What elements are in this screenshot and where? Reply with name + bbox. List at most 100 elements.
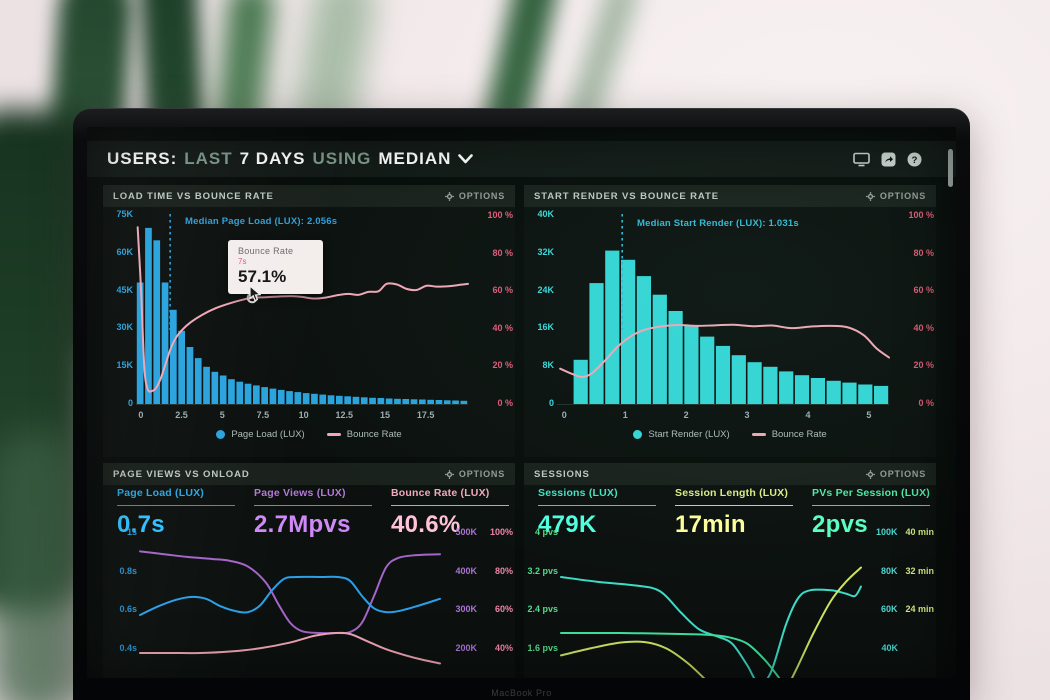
page-title[interactable]: USERS: LAST 7 DAYS USING MEDIAN xyxy=(107,149,474,169)
title-users: USERS: xyxy=(107,149,178,168)
histogram-bar[interactable] xyxy=(874,385,889,404)
options-button[interactable]: OPTIONS xyxy=(444,469,505,479)
histogram-bar[interactable] xyxy=(178,330,185,404)
histogram-bar[interactable] xyxy=(435,400,443,404)
metric-sessions: Sessions (LUX) 479K xyxy=(538,487,664,539)
histogram-bar[interactable] xyxy=(779,371,794,404)
histogram-bar[interactable] xyxy=(360,397,368,404)
histogram-bar[interactable] xyxy=(170,309,177,404)
histogram-bar[interactable] xyxy=(277,389,285,404)
histogram-bar[interactable] xyxy=(427,399,434,404)
histogram-bar[interactable] xyxy=(344,396,351,404)
legend-item: Bounce Rate xyxy=(326,429,402,440)
metric-label: PVs Per Session (LUX) xyxy=(812,487,930,499)
histogram-bar[interactable] xyxy=(319,394,327,404)
legend-label: Start Render (LUX) xyxy=(648,429,730,440)
histogram-bar[interactable] xyxy=(369,397,376,404)
histogram-bar[interactable] xyxy=(700,336,715,404)
panel-title: SESSIONS xyxy=(534,468,590,480)
axis-tick-label: 60 % xyxy=(913,285,934,296)
histogram-bar[interactable] xyxy=(302,393,310,404)
share-icon[interactable] xyxy=(881,152,896,167)
histogram-bar[interactable] xyxy=(826,380,841,405)
histogram-bar[interactable] xyxy=(244,383,252,404)
histogram-bar[interactable] xyxy=(715,345,731,404)
histogram-bar[interactable] xyxy=(269,388,277,404)
x-axis: 0 1 2 3 4 5 xyxy=(524,409,936,421)
histogram-bar[interactable] xyxy=(385,398,393,405)
legend-label: Page Load (LUX) xyxy=(231,429,305,440)
median-annotation: Median Start Render (LUX): 1.031s xyxy=(637,218,799,229)
histogram-bar[interactable] xyxy=(668,311,683,404)
histogram-bar[interactable] xyxy=(377,398,385,404)
histogram-bar[interactable] xyxy=(145,227,152,404)
histogram-bar[interactable] xyxy=(311,393,318,404)
axis-tick-label: 16K xyxy=(537,322,554,333)
axis-tick-label: 40K xyxy=(881,642,898,653)
series-line-bounce-rate xyxy=(139,631,441,665)
histogram-bar[interactable] xyxy=(858,384,873,405)
histogram-bar[interactable] xyxy=(443,400,451,404)
histogram-bar[interactable] xyxy=(763,366,778,404)
series-line-page-load xyxy=(139,575,441,616)
histogram-bar[interactable] xyxy=(286,391,293,404)
axis-tick-row: 300K 60% xyxy=(441,604,513,614)
histogram-bar[interactable] xyxy=(573,359,588,404)
axis-tick-label: 100K xyxy=(875,527,898,537)
histogram-bar[interactable] xyxy=(621,259,636,404)
axis-tick-label: 30K xyxy=(116,322,133,333)
histogram-bar[interactable] xyxy=(186,347,194,404)
histogram-bar[interactable] xyxy=(605,250,620,404)
options-button[interactable]: OPTIONS xyxy=(865,191,926,201)
histogram-bar[interactable] xyxy=(228,379,235,404)
histogram-bar[interactable] xyxy=(794,375,810,404)
histogram-bar[interactable] xyxy=(261,387,268,404)
histogram-bar[interactable] xyxy=(684,325,699,404)
metric-label: Sessions (LUX) xyxy=(538,487,618,499)
options-button[interactable]: OPTIONS xyxy=(444,191,505,201)
histogram-bar[interactable] xyxy=(236,381,244,404)
histogram-bar[interactable] xyxy=(410,399,418,404)
axis-tick-label: 32 min xyxy=(905,565,934,576)
chevron-down-icon[interactable] xyxy=(458,154,474,164)
histogram-bar[interactable] xyxy=(153,240,161,404)
histogram-bar[interactable] xyxy=(810,378,825,404)
histogram-bar[interactable] xyxy=(402,399,410,404)
histogram-bar[interactable] xyxy=(452,400,459,405)
metric-label: Page Load (LUX) xyxy=(117,487,205,499)
axis-tick-label: 1.6 pvs xyxy=(527,642,558,653)
histogram-bar[interactable] xyxy=(253,385,260,404)
axis-tick-label: 8K xyxy=(542,360,554,371)
histogram-bar[interactable] xyxy=(194,358,202,404)
axis-tick-label: 45K xyxy=(116,284,133,295)
histogram-bar[interactable] xyxy=(136,282,144,405)
histogram-bar[interactable] xyxy=(731,355,746,404)
histogram-bar[interactable] xyxy=(219,375,227,405)
histogram-bar[interactable] xyxy=(294,392,302,404)
histogram-bar[interactable] xyxy=(842,382,857,404)
histogram-bar[interactable] xyxy=(161,282,169,405)
histogram-bar[interactable] xyxy=(652,294,667,404)
series-line-session-length xyxy=(560,566,862,678)
histogram-bar[interactable] xyxy=(203,366,210,404)
options-button[interactable]: OPTIONS xyxy=(865,469,926,479)
histogram-bar[interactable] xyxy=(419,399,426,405)
help-icon[interactable]: ? xyxy=(907,152,922,167)
histogram-bar[interactable] xyxy=(336,395,343,404)
histogram-bar[interactable] xyxy=(394,398,401,404)
axis-tick-label: 100 % xyxy=(908,210,934,220)
histogram-bar[interactable] xyxy=(327,395,335,404)
scrollbar[interactable] xyxy=(948,149,953,187)
histogram-bar[interactable] xyxy=(352,396,360,404)
histogram-bar[interactable] xyxy=(747,362,762,405)
histogram-bar[interactable] xyxy=(589,283,604,404)
metric-value: 17min xyxy=(675,511,746,538)
display-icon[interactable] xyxy=(853,152,870,167)
bounce-rate-line xyxy=(559,323,890,379)
histogram-bar[interactable] xyxy=(211,371,219,404)
axis-tick-label: 400K xyxy=(455,565,477,576)
histogram-bar[interactable] xyxy=(636,276,651,404)
histogram-bar[interactable] xyxy=(460,400,468,404)
series-line-pvs-per-session xyxy=(560,631,781,678)
